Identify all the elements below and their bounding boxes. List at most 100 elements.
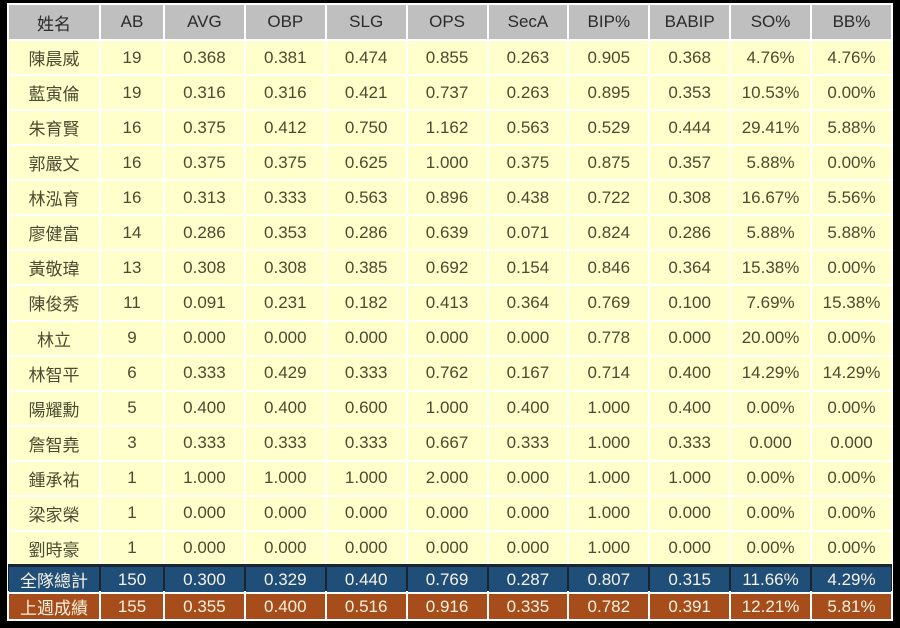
stat-cell-ops: 0.855 [407,41,487,75]
player-name-cell: 黃敬瑋 [9,251,99,285]
stat-cell-ops: 1.000 [407,391,487,425]
stat-cell-obp: 0.308 [245,251,325,285]
stat-cell-obp: 0.353 [245,216,325,250]
last-week-label: 上週成績 [9,594,99,619]
stat-cell-babip: 0.400 [650,391,730,425]
stat-cell-babip: 1.000 [650,461,730,495]
stat-cell-avg: 0.375 [165,111,244,145]
stat-cell-avg: 0.400 [165,391,244,425]
stat-cell-avg: 0.368 [165,41,244,75]
stat-cell-ab: 1 [101,496,163,530]
stat-cell-slg: 0.750 [326,111,406,145]
stat-cell-so-pct: 20.00% [731,321,810,355]
stat-cell-avg: 0.313 [165,181,244,215]
stat-cell-obp: 0.429 [245,356,325,390]
stat-cell-obp: 0.000 [245,531,325,565]
stat-cell-ops: 1.000 [407,146,487,180]
stat-cell-so-pct: 0.00% [731,496,810,530]
player-row: 鍾承祐 1 1.000 1.000 1.000 2.000 0.000 1.000 1.000 0… [9,461,891,495]
stat-cell-bip-pct: 0.905 [569,41,649,75]
stat-cell-slg: 0.333 [326,356,406,390]
header-cell-ab: AB [101,5,163,39]
stat-cell-so-pct: 0.00% [731,531,810,565]
stat-cell-ab: 14 [101,216,163,250]
stat-cell-ops: 0.737 [407,76,487,110]
player-name-cell: 廖健富 [9,216,99,250]
stat-cell-bb-pct: 0.00% [812,146,891,180]
stat-cell-bb-pct: 15.38% [812,286,891,320]
stat-cell-babip: 0.000 [650,321,730,355]
stat-cell-slg: 0.000 [326,321,406,355]
header-cell-avg: AVG [165,5,244,39]
header-cell-bb-pct: BB% [812,5,891,39]
stat-cell-ops: 0.000 [407,531,487,565]
team-total-cell-seca: 0.287 [488,567,568,592]
player-name-cell: 劉時豪 [9,531,99,565]
header-cell-bip-pct: BIP% [569,5,649,39]
stat-cell-seca: 0.167 [488,356,568,390]
stat-cell-seca: 0.000 [488,531,568,565]
stat-cell-avg: 0.091 [165,286,244,320]
player-row: 陳晨威 19 0.368 0.381 0.474 0.855 0.263 0.905 0.368… [9,41,891,75]
team-total-cell-bb-pct: 4.29% [812,567,891,592]
stat-cell-babip: 0.368 [650,41,730,75]
header-row: 姓名 AB AVG OBP SLG OPS SecA BIP% BABIP SO% BB% [9,5,891,39]
stat-cell-bb-pct: 0.00% [812,531,891,565]
stat-cell-ab: 13 [101,251,163,285]
stat-cell-avg: 1.000 [165,461,244,495]
stat-cell-avg: 0.000 [165,321,244,355]
last-week-cell-seca: 0.335 [488,594,568,619]
stat-cell-bb-pct: 5.88% [812,111,891,145]
stat-cell-so-pct: 29.41% [731,111,810,145]
stat-cell-bb-pct: 0.00% [812,321,891,355]
stat-cell-ab: 16 [101,111,163,145]
stat-cell-slg: 0.333 [326,426,406,460]
stat-cell-ab: 1 [101,531,163,565]
stat-cell-obp: 1.000 [245,461,325,495]
player-row: 郭嚴文 16 0.375 0.375 0.625 1.000 0.375 0.875 0.357… [9,146,891,180]
stat-cell-bip-pct: 0.714 [569,356,649,390]
stat-cell-bip-pct: 0.895 [569,76,649,110]
player-row: 陽耀勳 5 0.400 0.400 0.600 1.000 0.400 1.000 0.400 0… [9,391,891,425]
stat-cell-slg: 0.182 [326,286,406,320]
player-name-cell: 郭嚴文 [9,146,99,180]
stat-cell-seca: 0.263 [488,76,568,110]
stat-cell-bb-pct: 0.000 [812,426,891,460]
stat-cell-so-pct: 4.76% [731,41,810,75]
stat-cell-seca: 0.154 [488,251,568,285]
header-cell-obp: OBP [245,5,325,39]
last-week-cell-bip-pct: 0.782 [569,594,649,619]
stat-cell-obp: 0.375 [245,146,325,180]
last-week-cell-ab: 155 [101,594,163,619]
stat-cell-seca: 0.364 [488,286,568,320]
stat-cell-so-pct: 5.88% [731,216,810,250]
stat-cell-bb-pct: 0.00% [812,391,891,425]
stat-cell-so-pct: 0.00% [731,461,810,495]
stat-cell-babip: 0.357 [650,146,730,180]
stat-cell-obp: 0.316 [245,76,325,110]
stat-cell-bip-pct: 0.875 [569,146,649,180]
player-row: 林泓育 16 0.313 0.333 0.563 0.896 0.438 0.722 0.308… [9,181,891,215]
stat-cell-babip: 0.286 [650,216,730,250]
stat-cell-bip-pct: 0.778 [569,321,649,355]
stat-cell-babip: 0.400 [650,356,730,390]
header-cell-slg: SLG [326,5,406,39]
stat-cell-seca: 0.000 [488,496,568,530]
player-row: 陳俊秀 11 0.091 0.231 0.182 0.413 0.364 0.769 0.100… [9,286,891,320]
player-name-cell: 藍寅倫 [9,76,99,110]
player-name-cell: 林泓育 [9,181,99,215]
stat-cell-obp: 0.333 [245,181,325,215]
header-cell-seca: SecA [488,5,568,39]
stat-cell-bb-pct: 0.00% [812,76,891,110]
stat-cell-bb-pct: 4.76% [812,41,891,75]
stat-cell-ab: 19 [101,41,163,75]
stat-cell-so-pct: 0.000 [731,426,810,460]
stat-cell-obp: 0.333 [245,426,325,460]
team-total-cell-so-pct: 11.66% [731,567,810,592]
player-row: 林立 9 0.000 0.000 0.000 0.000 0.000 0.778 0.000 20… [9,321,891,355]
stat-cell-bip-pct: 1.000 [569,391,649,425]
player-name-cell: 陽耀勳 [9,391,99,425]
team-total-cell-babip: 0.315 [650,567,730,592]
stat-cell-obp: 0.000 [245,321,325,355]
